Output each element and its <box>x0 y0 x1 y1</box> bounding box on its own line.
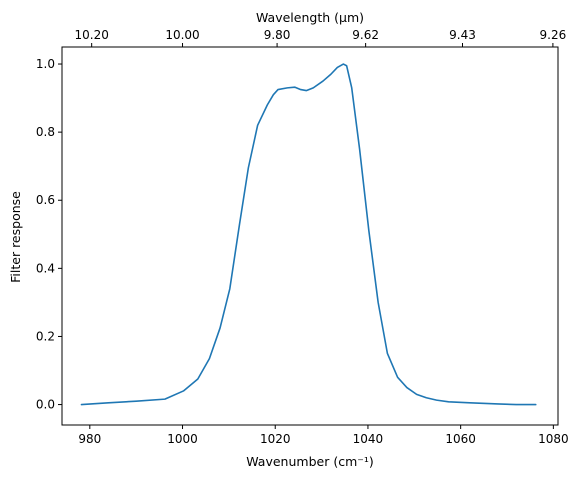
top-tick-label: 9.43 <box>449 28 476 42</box>
top-tick-label: 9.62 <box>352 28 379 42</box>
x-axis-ticks: 980 1000 1020 1040 1060 1080 <box>78 425 569 446</box>
y-tick-label: 0.2 <box>36 329 55 343</box>
y-tick-label: 1.0 <box>36 57 55 71</box>
top-tick-label: 9.26 <box>540 28 567 42</box>
top-tick-label: 10.00 <box>165 28 199 42</box>
top-tick-label: 10.20 <box>74 28 108 42</box>
y-axis-ticks: 0.0 0.2 0.4 0.6 0.8 1.0 <box>36 57 62 412</box>
filter-response-line <box>80 63 537 406</box>
x-tick-label: 1040 <box>353 432 384 446</box>
x-tick-label: 980 <box>78 432 101 446</box>
x-tick-label: 1020 <box>260 432 291 446</box>
top-tick-label: 9.80 <box>264 28 291 42</box>
plot-area <box>61 46 559 426</box>
y-axis-label: Filter response <box>8 191 23 283</box>
x-axis-label: Wavenumber (cm⁻¹) <box>246 454 373 469</box>
top-axis-ticks: 10.20 10.00 9.80 9.62 9.43 9.26 <box>74 28 566 47</box>
top-axis-label: Wavelength (μm) <box>256 10 364 25</box>
y-tick-label: 0.0 <box>36 398 55 412</box>
y-tick-label: 0.4 <box>36 261 55 275</box>
x-tick-label: 1080 <box>538 432 569 446</box>
x-tick-label: 1000 <box>167 432 198 446</box>
y-tick-label: 0.8 <box>36 125 55 139</box>
x-tick-label: 1060 <box>445 432 476 446</box>
y-tick-label: 0.6 <box>36 193 55 207</box>
